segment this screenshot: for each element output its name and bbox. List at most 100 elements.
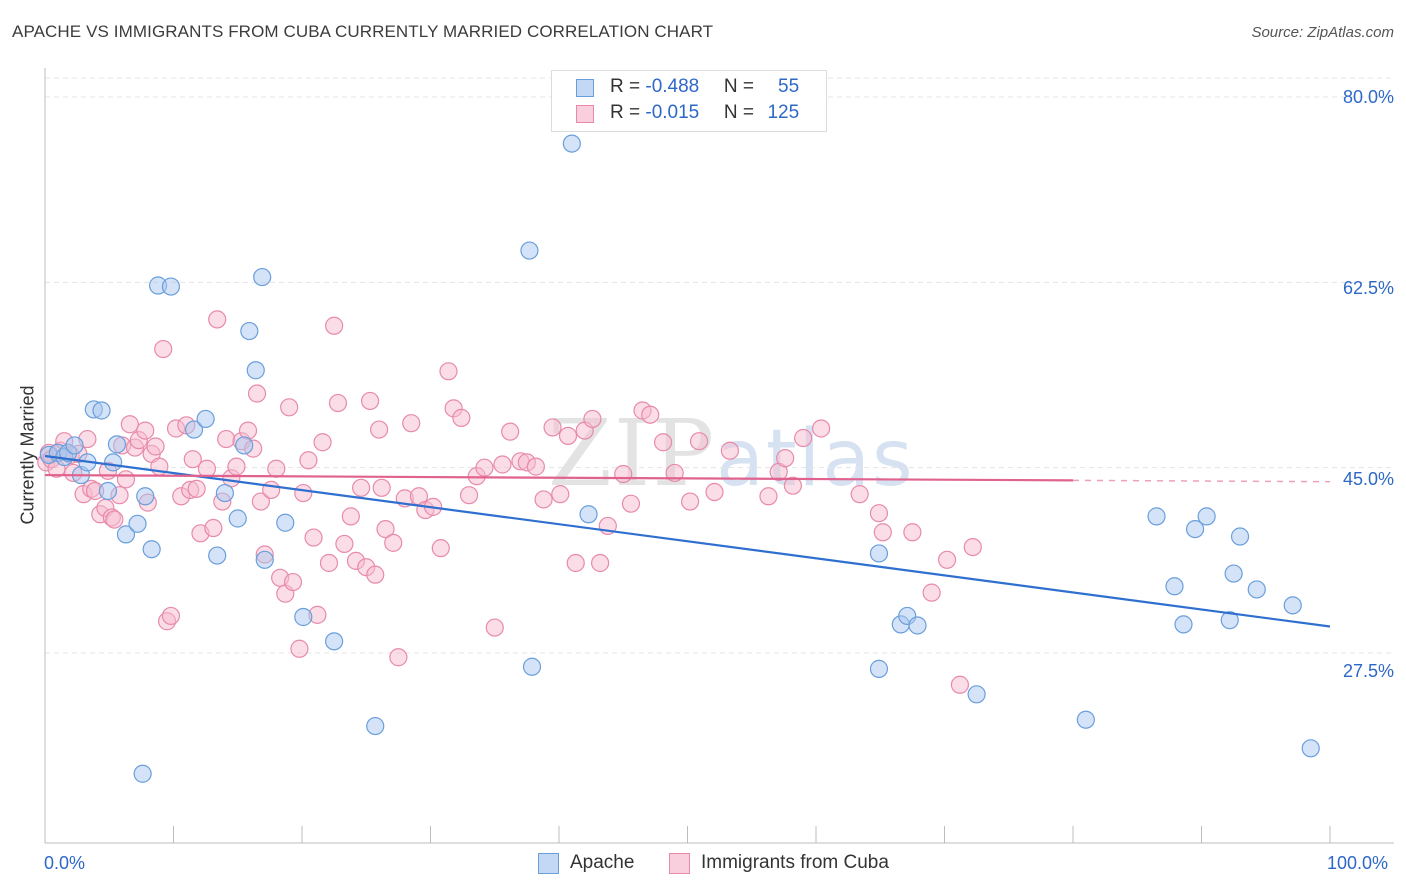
watermark: ZIPatlas [548,400,915,507]
cuba-point [136,421,155,440]
cuba-legend-label: Immigrants from Cuba [701,852,889,873]
cuba-point [534,490,553,509]
apache-point [246,361,265,380]
cuba-point [485,618,504,637]
y-tick-label: 80.0% [1342,87,1394,107]
trendlines [44,454,1331,628]
cuba-point [922,583,941,602]
cuba-point [304,528,323,547]
cuba-point [366,565,385,584]
apache-point [228,509,247,528]
apache-point [133,764,152,783]
cuba-point [361,391,380,411]
cuba-point [105,510,124,529]
apache-point [253,267,272,287]
cuba-point [402,414,421,433]
n-label: N = [723,102,760,123]
apache-point [215,483,234,503]
cuba-point [120,415,139,434]
apache-point [116,525,136,544]
apache-point [184,420,204,439]
cuba-point [493,455,512,474]
apache-point [579,505,598,524]
y-tick-label: 27.5% [1342,661,1394,681]
legend-text: R = -0.488 N = 55 [610,76,799,98]
cuba-point [812,419,831,438]
n-label: N = [723,76,760,97]
cuba-point [680,492,700,511]
cuba-point [370,420,389,439]
cuba-point [566,553,585,573]
cuba-point [621,494,641,513]
cuba-point [759,487,778,506]
cuba-point [208,310,227,329]
apache-point [1224,564,1243,583]
cuba-point [950,675,970,694]
apache-point [255,550,274,569]
apache-point [235,436,254,455]
apache-trendline [44,454,1331,628]
apache-point [1230,527,1250,546]
cuba-point [319,553,339,573]
cuba-point [154,339,173,359]
cuba-point [183,450,202,469]
apache-point [522,657,542,676]
cuba-swatch [576,105,594,123]
apache-point [107,435,127,454]
cuba-point [313,433,332,452]
cuba-point [328,393,348,413]
cuba-point [283,572,303,592]
y-tick-label: 45.0% [1342,469,1394,489]
r-label: R = [610,76,646,97]
cuba-point [197,459,217,478]
cuba-point [352,478,371,497]
cuba-point [227,457,246,476]
cuba-point [238,421,258,440]
cuba-point [614,464,633,484]
apache-point [869,544,889,563]
x-tick-label: 0.0% [44,853,86,873]
cuba-point [299,451,318,470]
cuba-trendline-extension [1072,479,1331,483]
apache-point [65,436,84,455]
apache-point [208,546,227,565]
cuba-point [247,384,267,403]
apache-point [1283,596,1302,615]
n-value: 55 [778,76,800,97]
cuba-point [251,492,270,511]
cuba-point [558,426,578,445]
apache-legend-label: Apache [570,852,635,873]
cuba-point [372,478,391,497]
cuba-point [262,480,281,500]
apache-point [136,487,155,506]
apache-point [1076,710,1095,729]
cuba-point [794,428,813,448]
cuba-point [452,408,471,427]
apache-point [142,540,161,559]
y-tick-label: 62.5% [1342,278,1394,298]
apache-point [92,401,111,420]
apache-point [520,241,539,260]
apache-point [1147,507,1166,526]
stats-legend: R = -0.488 N = 55 R = -0.015 N = 125 [551,70,827,132]
apache-swatch [576,79,594,97]
cuba-point [937,550,957,569]
cuba-point [187,479,206,498]
apache-point [240,321,259,341]
apache-point [562,134,581,153]
cuba-point [161,606,181,626]
cuba-point [389,648,408,667]
cuba-point [869,504,889,523]
cuba-point [439,362,458,381]
cuba-point [475,458,494,477]
chart-title: APACHE VS IMMIGRANTS FROM CUBA CURRENTLY… [12,22,714,41]
cuba-point [501,422,520,441]
cuba-point [116,470,136,489]
cuba-point [341,507,360,526]
apache-point [366,716,385,736]
cuba-point [204,518,223,538]
cuba-point [294,483,313,503]
cuba-point [431,539,450,558]
cuba-point [335,534,354,554]
